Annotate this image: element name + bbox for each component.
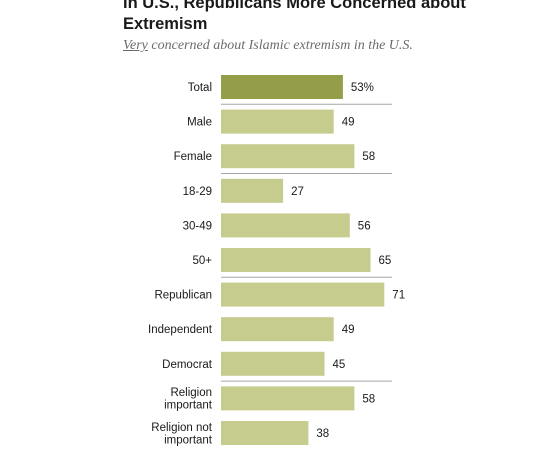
bar-4: [221, 213, 350, 238]
value-label: 65: [379, 255, 392, 267]
value-label: 58: [362, 151, 375, 163]
value-label: 49: [342, 117, 355, 129]
bar-8: [221, 351, 325, 376]
bar-7: [221, 317, 334, 342]
value-label: 49: [342, 324, 355, 336]
category-label: 18-29: [183, 186, 212, 198]
bar-2: [221, 144, 355, 169]
chart-title: In U.S., Republicans More Concerned abou…: [123, 0, 466, 33]
category-label: Religion: [170, 387, 212, 399]
chart-subtitle: Very concerned about Islamic extremism i…: [123, 38, 413, 54]
value-label: 53%: [351, 82, 374, 94]
bar-0: [221, 75, 343, 99]
bar-6: [221, 282, 385, 307]
value-label: 27: [291, 186, 304, 198]
category-label: Republican: [154, 290, 212, 302]
subtitle-text: concerned about Islamic extremism in the…: [147, 38, 413, 53]
category-label: Religion not: [151, 422, 213, 434]
category-label: Female: [174, 151, 212, 163]
bar-3: [221, 178, 284, 203]
category-label: important: [164, 434, 213, 446]
bar-10: [221, 421, 309, 445]
value-label: 45: [333, 359, 346, 371]
value-label: 71: [392, 290, 405, 302]
subtitle-emphasis: Very: [123, 38, 148, 53]
category-label: Total: [188, 82, 212, 94]
category-label: Democrat: [162, 359, 213, 371]
bar-9: [221, 386, 355, 411]
category-label: 50+: [192, 255, 212, 267]
bar-5: [221, 248, 371, 272]
category-label: Male: [187, 117, 212, 129]
category-label: Independent: [148, 324, 213, 336]
value-label: 58: [362, 393, 375, 405]
category-label: 30-49: [183, 220, 212, 232]
bar-1: [221, 109, 334, 134]
category-label: important: [164, 400, 213, 412]
value-label: 56: [358, 220, 371, 232]
value-label: 38: [316, 428, 329, 440]
